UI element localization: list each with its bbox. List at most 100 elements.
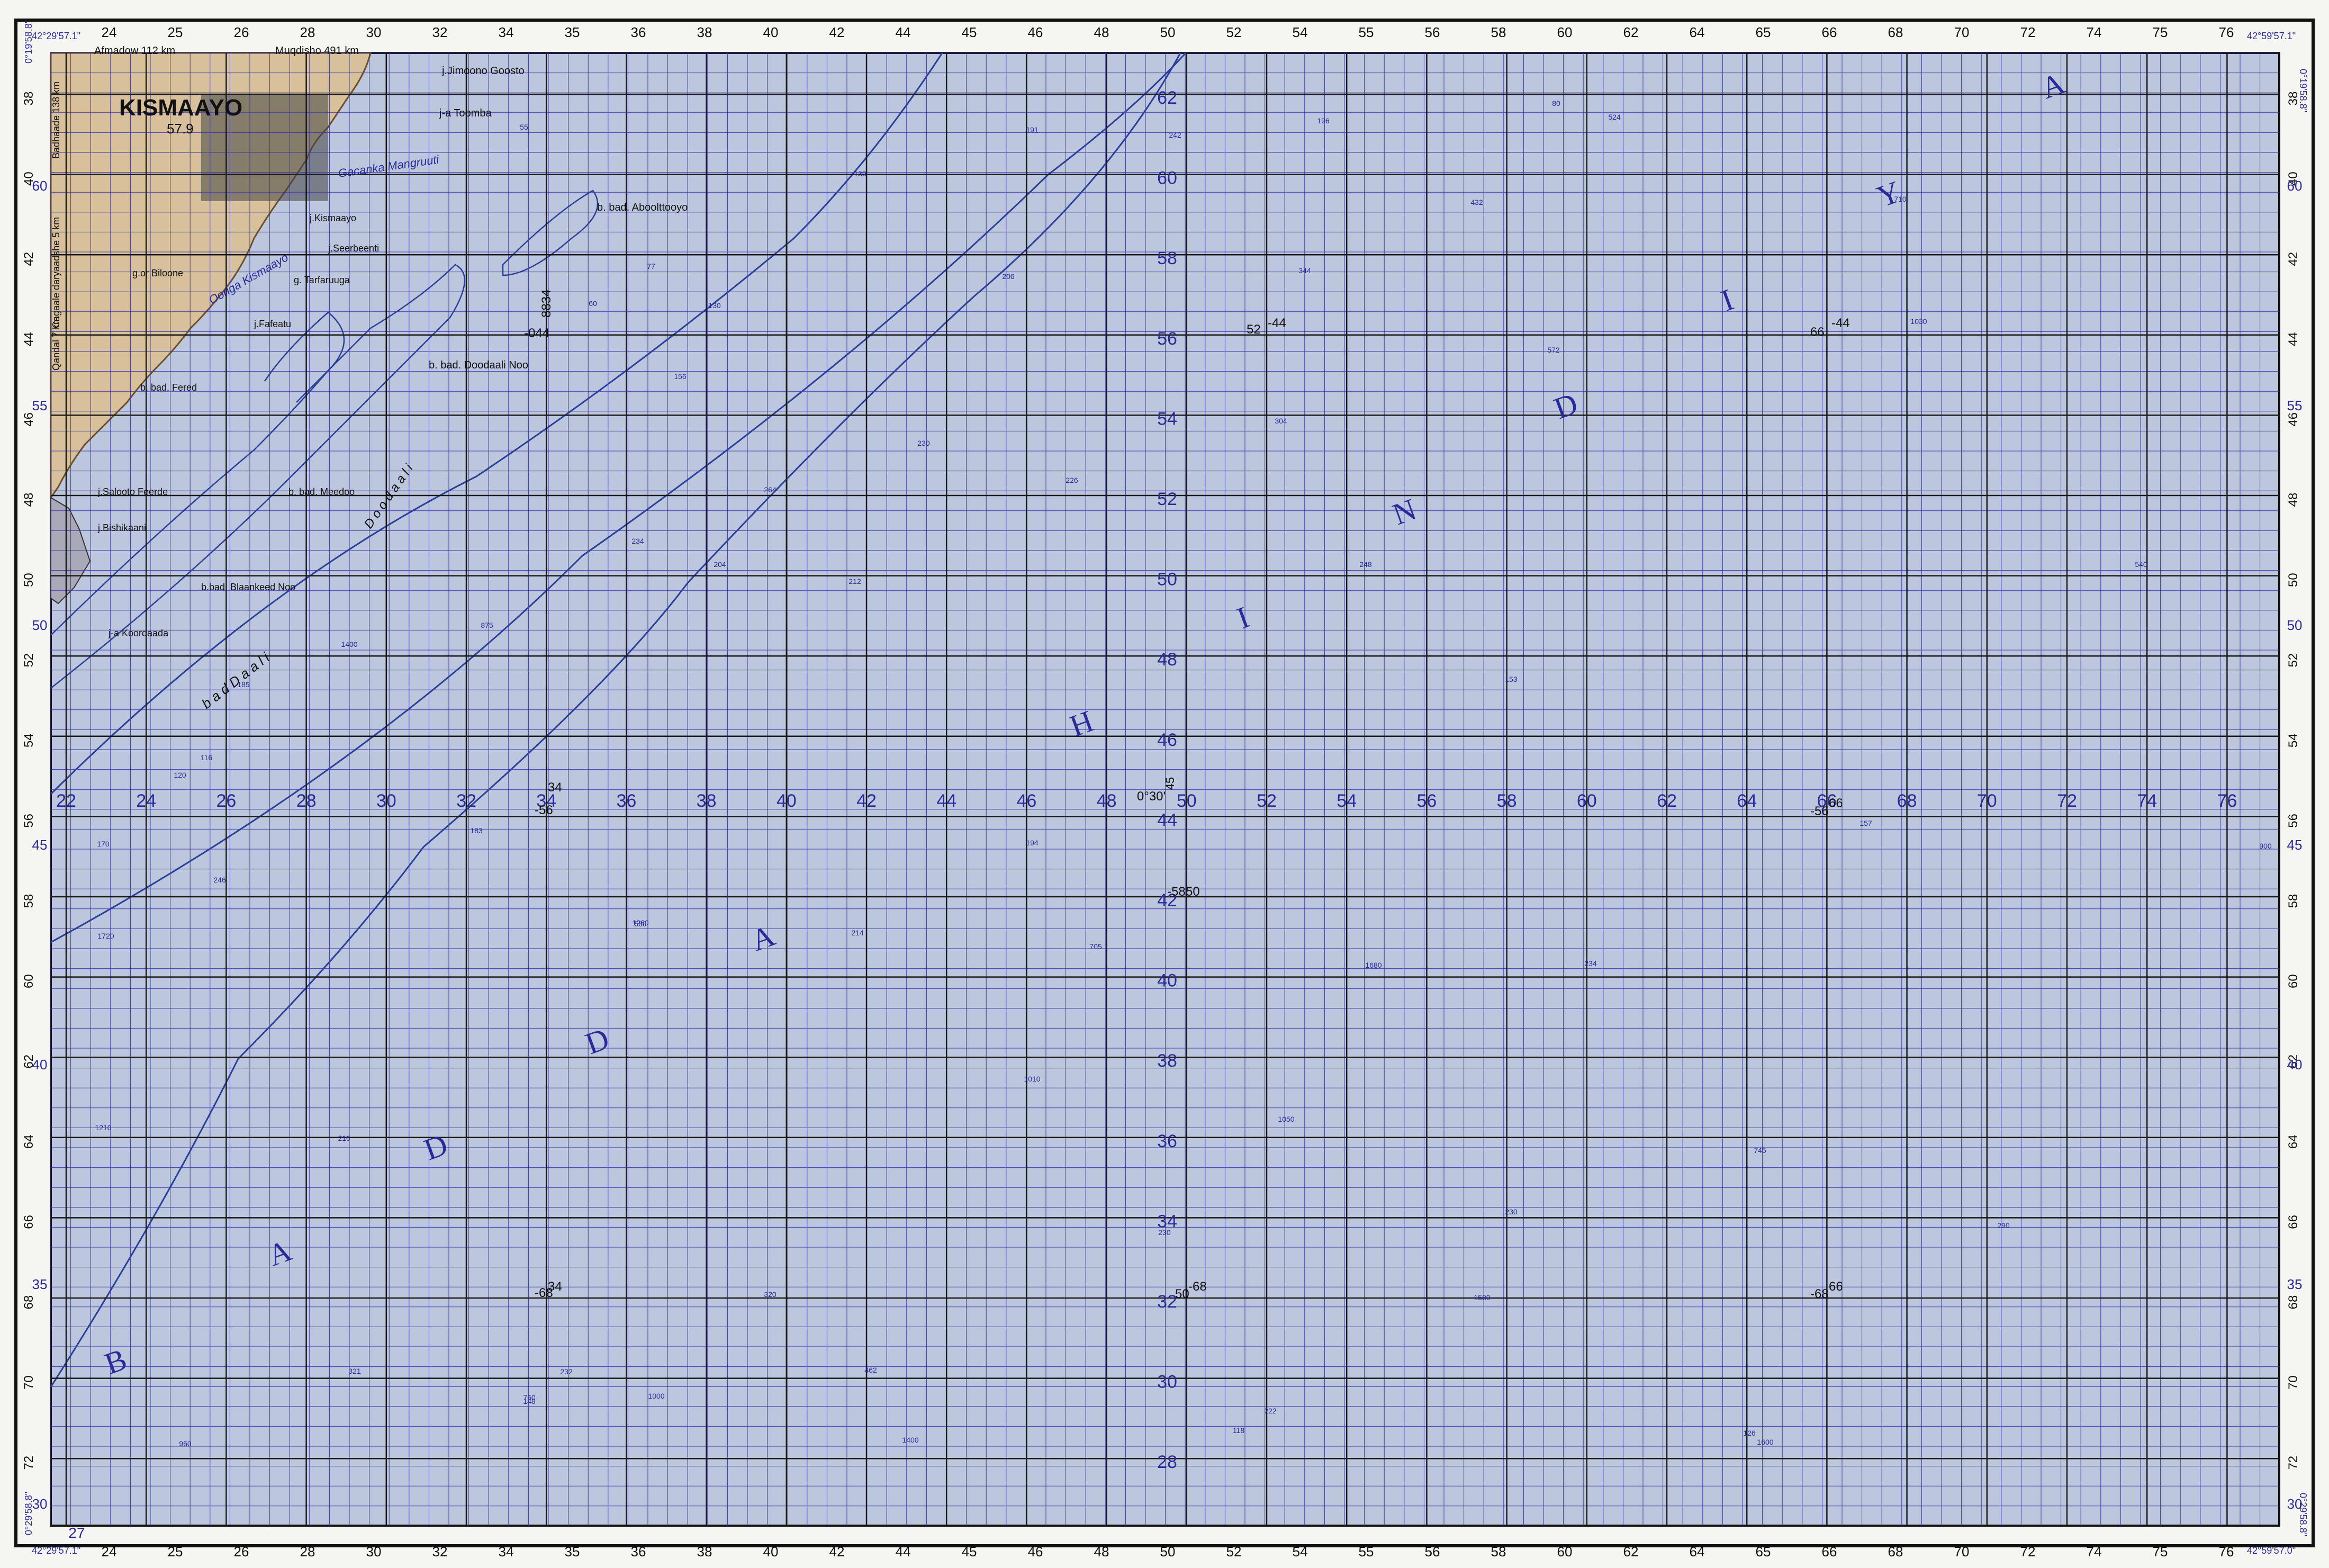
- right-purple-label: 35: [2287, 1276, 2303, 1292]
- top-tick-label: 46: [1028, 24, 1043, 40]
- top-tick-label: 48: [1094, 24, 1109, 40]
- right-tick-label: 52: [2286, 653, 2300, 668]
- top-tick-label: 50: [1160, 24, 1176, 40]
- easting-label: 50: [1177, 791, 1197, 811]
- easting-label: 32: [456, 791, 476, 811]
- easting-label: 26: [216, 791, 236, 811]
- top-tick-label: 28: [300, 24, 315, 40]
- place-koordaada: j-a Koordaada: [108, 628, 169, 638]
- top-tick-label: 74: [2087, 24, 2102, 40]
- spot-height: -68: [535, 1286, 553, 1300]
- bottom-tick-label: 26: [234, 1544, 249, 1560]
- easting-label: 34: [536, 791, 556, 811]
- top-tick-label: 26: [234, 24, 249, 40]
- depth-sounding: 153: [1505, 675, 1518, 683]
- spot-height: 52: [1247, 322, 1261, 337]
- right-tick-label: 58: [2286, 894, 2300, 908]
- depth-sounding: 304: [1275, 417, 1287, 425]
- bottom-tick-label: 58: [1491, 1544, 1506, 1560]
- spot-height: -58: [1167, 885, 1186, 899]
- easting-label: 74: [2137, 791, 2157, 811]
- top-tick-label: 70: [1954, 24, 1970, 40]
- northing-label: 56: [1157, 329, 1177, 349]
- northing-label: 62: [1157, 88, 1177, 108]
- depth-sounding: 900: [2259, 842, 2272, 850]
- depth-sounding: 185: [237, 680, 250, 689]
- depth-sounding: 230: [1158, 1228, 1171, 1237]
- depth-sounding: 230: [1505, 1207, 1518, 1216]
- left-purple-label: 60: [32, 178, 48, 194]
- top-tick-label: 72: [2020, 24, 2036, 40]
- top-tick-label: 68: [1888, 24, 1903, 40]
- easting-label: 66: [1817, 791, 1837, 811]
- right-purple-label: 40: [2287, 1057, 2303, 1073]
- depth-sounding: 183: [470, 826, 483, 835]
- depth-sounding: 242: [1169, 131, 1181, 139]
- depth-sounding: 246: [213, 876, 226, 884]
- easting-label: 64: [1737, 791, 1757, 811]
- northing-label: 28: [1157, 1452, 1177, 1472]
- depth-sounding: 130: [708, 301, 721, 310]
- easting-label: 42: [856, 791, 877, 811]
- place-seerbeenti: j.Seerbeenti: [328, 243, 379, 254]
- right-purple-label: 30: [2287, 1496, 2303, 1512]
- right-tick-label: 48: [2286, 493, 2300, 507]
- depth-sounding: 55: [520, 123, 528, 131]
- bottom-left-km-label: 27: [68, 1525, 85, 1541]
- easting-label: 24: [136, 791, 156, 811]
- northing-label: 52: [1157, 489, 1177, 509]
- center-meridian-mark: 0°30': [1137, 789, 1166, 804]
- bottom-tick-label: 25: [168, 1544, 183, 1560]
- northing-label: 38: [1157, 1051, 1177, 1071]
- bottom-tick-label: 68: [1888, 1544, 1903, 1560]
- depth-sounding: 1210: [95, 1123, 111, 1132]
- place-kismaayo-island: j.Kismaayo: [309, 213, 356, 223]
- easting-label: 76: [2217, 791, 2237, 811]
- depth-sounding: 148: [523, 1397, 536, 1405]
- place-tarfaruuga: g. Tarfaruuga: [294, 275, 350, 285]
- spot-height: -56: [1810, 804, 1829, 818]
- depth-sounding: 344: [1298, 266, 1311, 275]
- top-tick-label: 56: [1425, 24, 1440, 40]
- spot-height: -44: [1268, 316, 1286, 330]
- bottom-tick-label: 56: [1425, 1544, 1440, 1560]
- depth-sounding: 212: [848, 577, 861, 585]
- depth-contour-4: [50, 264, 465, 689]
- top-tick-label: 30: [366, 24, 382, 40]
- northing-label: 32: [1157, 1292, 1177, 1312]
- bottom-tick-label: 62: [1623, 1544, 1639, 1560]
- road-distance-badhaade: Badhaade 138 km: [51, 82, 61, 159]
- top-tick-label: 25: [168, 24, 183, 40]
- bottom-tick-label: 65: [1756, 1544, 1771, 1560]
- depth-sounding: 321: [348, 1367, 361, 1375]
- depth-sounding: 1260: [632, 918, 648, 927]
- coordinate-grid: [50, 52, 2279, 1526]
- easting-label: 22: [56, 791, 76, 811]
- depth-sounding: 705: [1089, 942, 1102, 951]
- depth-sounding: 1720: [97, 932, 114, 940]
- easting-label: 48: [1097, 791, 1117, 811]
- top-tick-label: 42: [829, 24, 845, 40]
- depth-sounding: 432: [1470, 198, 1483, 206]
- easting-label: 54: [1337, 791, 1357, 811]
- right-tick-label: 60: [2286, 974, 2300, 988]
- northing-label: 58: [1157, 248, 1177, 268]
- easting-label: 70: [1977, 791, 1997, 811]
- northing-label: 44: [1157, 810, 1177, 830]
- easting-label: 62: [1657, 791, 1677, 811]
- bottom-tick-label: 76: [2219, 1544, 2234, 1560]
- easting-label: 46: [1016, 791, 1036, 811]
- kismaayo-city-area: [201, 95, 328, 201]
- spot-height: -68: [1810, 1287, 1829, 1301]
- bottom-tick-label: 28: [300, 1544, 315, 1560]
- left-tick-label: 50: [22, 573, 36, 587]
- depth-sounding: 1580: [1474, 1293, 1490, 1302]
- depth-sounding: 157: [1859, 819, 1872, 827]
- top-tick-label: 34: [499, 24, 514, 40]
- easting-label: 28: [296, 791, 317, 811]
- top-tick-label: 64: [1690, 24, 1705, 40]
- depth-sounding: 1400: [341, 640, 357, 648]
- depth-sounding: 126: [1743, 1429, 1756, 1437]
- northing-label: 50: [1157, 570, 1177, 590]
